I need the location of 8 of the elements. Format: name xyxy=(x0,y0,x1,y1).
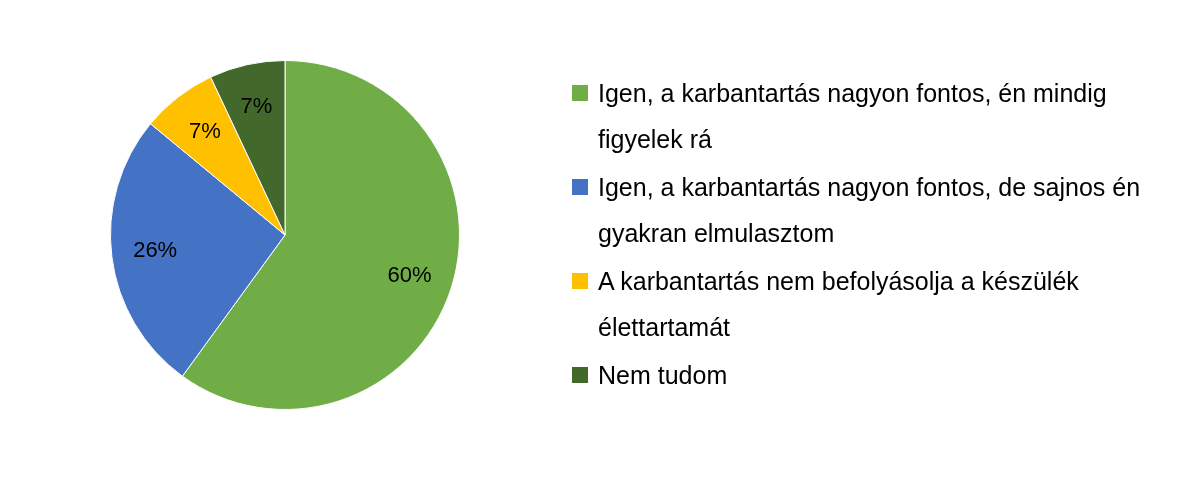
data-label: 60% xyxy=(387,261,432,287)
data-label: 7% xyxy=(240,93,273,119)
legend-label: A karbantartás nem befolyásolja a készülék élettartamát xyxy=(598,266,1080,343)
legend-label: Igen, a karbantartás nagyon fontos, de sajnos én gyakran elmulasztom xyxy=(598,172,1142,249)
data-label: 7% xyxy=(188,117,221,143)
legend-label: Nem tudom xyxy=(598,360,728,391)
data-label: 26% xyxy=(133,237,178,263)
legend-label: Igen, a karbantartás nagyon fontos, én mindig figyelek rá xyxy=(598,78,1108,155)
